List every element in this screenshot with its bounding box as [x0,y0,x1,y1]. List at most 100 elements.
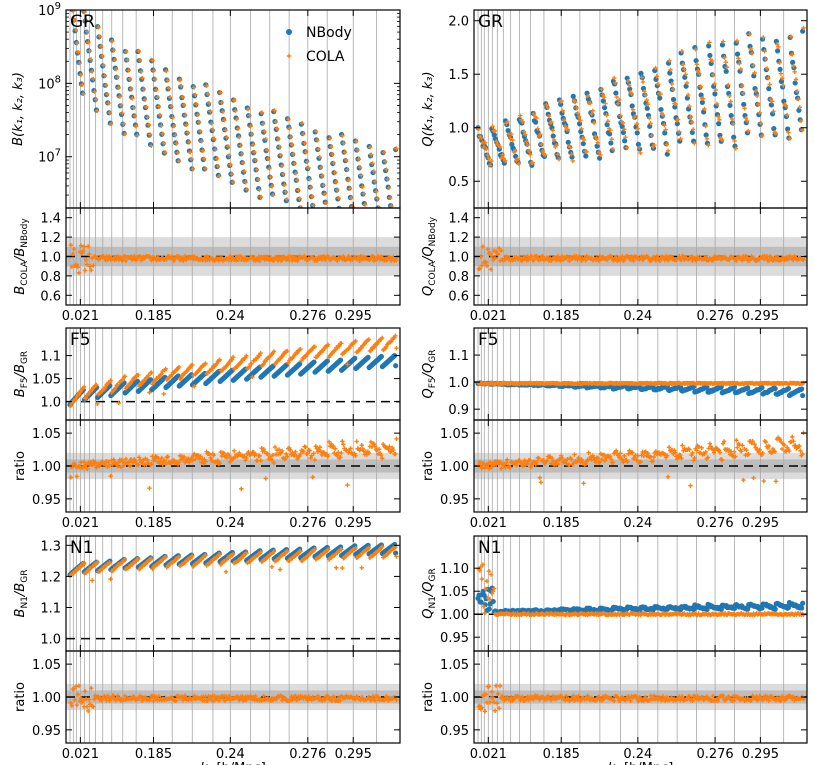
cola-point [779,76,785,81]
cola-point [208,455,213,461]
cola-point [279,354,285,359]
cola-point [714,101,720,107]
cola-point [584,149,589,154]
nbody-point [634,130,640,136]
cola-point [635,453,640,459]
nbody-point [296,196,302,203]
cola-point [92,696,97,702]
nbody-point [345,176,351,182]
cola-point [189,156,194,162]
nbody-point [785,126,791,132]
cola-point [538,257,544,262]
cola-point [165,454,170,459]
cola-point [244,455,249,461]
cola-point [187,460,192,465]
cola-point [372,179,378,184]
cola-point [293,449,298,454]
cola-point [289,142,295,147]
cola-point [360,446,365,451]
cola-point [102,73,107,78]
cola-point [118,103,124,108]
cola-point [721,39,726,44]
cola-point [265,451,271,457]
cola-point [744,254,749,259]
cola-point [551,137,557,143]
nbody-point [210,137,216,143]
nbody-point [364,219,369,224]
cola-point [367,145,373,150]
nbody-point [602,105,608,111]
cola-point [230,551,236,557]
cola-point [271,549,277,554]
cola-point [581,481,586,486]
nbody-point [91,87,97,94]
cola-point [234,116,239,122]
cola-point [341,442,346,447]
cola-point [522,132,528,137]
cola-point [347,186,353,191]
cola-point [255,177,261,182]
cola-point [209,121,214,126]
nbody-point [629,103,635,109]
nbody-point [242,178,248,185]
cola-point [228,162,233,167]
cola-point [503,465,508,470]
cola-point [96,24,101,30]
cola-point [116,400,121,406]
cola-point [261,693,266,699]
nbody-point [322,199,328,205]
cola-point [222,698,228,703]
cola-point [709,58,715,64]
cola-point [544,458,550,463]
cola-point [496,246,502,251]
cola-point [675,117,681,122]
cola-point [100,53,105,59]
cola-point [717,117,722,122]
x-tick-label: 0.276 [696,309,733,324]
cola-point [650,458,656,464]
cola-point [477,459,483,465]
cola-point [507,136,513,141]
cola-point [484,146,489,152]
nbody-point [392,230,397,235]
nbody-point [727,102,733,108]
nbody-point [635,141,642,148]
cola-point [680,62,686,67]
cola-point [192,384,197,389]
cola-point [757,447,762,453]
cola-point [285,548,290,554]
cola-point [692,455,697,461]
cola-point [336,195,341,201]
cola-point [257,453,262,459]
cola-point [283,189,289,195]
cola-point [182,253,188,259]
cola-point [643,93,648,98]
cola-point [378,452,384,458]
nbody-point [576,121,583,127]
cola-point [203,361,208,366]
cola-point [361,191,366,196]
cola-point [358,552,363,557]
cola-point [609,137,614,142]
cola-point [618,113,623,118]
y-tick-label: 1.0 [40,251,61,266]
cola-point [540,148,545,154]
cola-point [152,77,158,82]
cola-point [205,91,211,97]
y-tick-label: 1.4 [40,212,61,227]
nbody-point [759,385,765,391]
cola-point [176,554,182,560]
cola-point [86,40,91,45]
cola-point [263,136,268,142]
cola-point [220,109,226,114]
nbody-point [513,153,519,159]
nbody-point [227,162,233,168]
cola-point [73,27,79,33]
cola-point [560,455,565,461]
nbody-point [768,102,774,108]
cola-point [371,345,377,350]
cola-point [672,448,677,453]
cola-point [127,76,133,82]
cola-point [697,71,702,77]
cola-point [691,458,696,463]
